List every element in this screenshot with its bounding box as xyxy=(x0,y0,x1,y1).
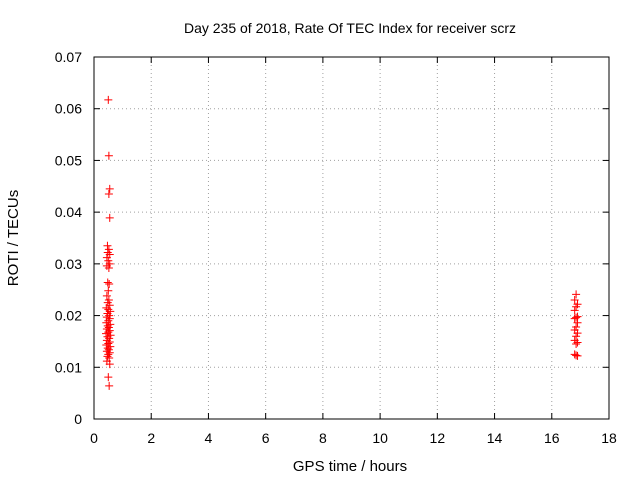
data-point xyxy=(573,338,582,347)
data-point xyxy=(104,350,113,359)
data-point xyxy=(102,303,111,312)
data-point xyxy=(104,286,113,295)
data-point xyxy=(104,305,113,314)
data-point xyxy=(572,313,581,322)
y-tick-label: 0.04 xyxy=(55,204,82,220)
axis-ticks xyxy=(93,56,610,420)
data-point xyxy=(105,184,114,193)
data-point xyxy=(570,306,579,315)
data-point xyxy=(573,318,582,327)
data-point xyxy=(104,373,113,382)
x-tick-label: 0 xyxy=(90,430,98,446)
data-point xyxy=(572,351,581,360)
data-point xyxy=(103,352,112,361)
data-point xyxy=(104,190,113,199)
data-point xyxy=(103,278,112,287)
data-point xyxy=(572,340,581,349)
data-point xyxy=(104,263,113,272)
data-point xyxy=(570,314,579,323)
data-point xyxy=(104,95,113,104)
y-tick-label: 0.06 xyxy=(55,101,82,117)
grid-lines xyxy=(94,57,609,419)
x-axis-label: GPS time / hours xyxy=(293,458,407,475)
x-tick-label: 10 xyxy=(372,430,388,446)
y-axis-label: ROTI / TECUs xyxy=(5,190,22,286)
data-point xyxy=(105,213,114,222)
y-tick-label: 0.01 xyxy=(55,359,82,375)
y-tick-label: 0.03 xyxy=(55,256,82,272)
data-point xyxy=(105,280,114,289)
data-point xyxy=(573,351,582,360)
plot-frame xyxy=(93,56,610,420)
x-tick-label: 8 xyxy=(319,430,327,446)
data-point xyxy=(105,314,114,323)
data-point xyxy=(103,332,112,341)
x-tick-labels: 0 2 4 6 8 10 12 14 16 18 xyxy=(90,430,617,446)
data-point xyxy=(103,248,112,257)
y-tick-label: 0.05 xyxy=(55,152,82,168)
x-tick-label: 2 xyxy=(147,430,155,446)
x-tick-label: 12 xyxy=(430,430,446,446)
x-tick-label: 18 xyxy=(601,430,617,446)
data-points xyxy=(102,95,582,390)
x-tick-label: 4 xyxy=(205,430,213,446)
data-point xyxy=(104,151,113,160)
data-point xyxy=(572,332,581,341)
chart-title: Day 235 of 2018, Rate Of TEC Index for r… xyxy=(184,20,516,36)
data-point xyxy=(105,381,114,390)
x-tick-label: 16 xyxy=(544,430,560,446)
data-point xyxy=(102,261,111,270)
y-tick-label: 0.07 xyxy=(55,49,82,65)
x-tick-label: 6 xyxy=(262,430,270,446)
x-tick-label: 14 xyxy=(487,430,503,446)
data-point xyxy=(105,360,114,369)
y-tick-label: 0.02 xyxy=(55,308,82,324)
data-point xyxy=(570,296,579,305)
data-point xyxy=(572,302,581,311)
y-tick-label: 0 xyxy=(74,411,82,427)
data-point xyxy=(572,290,581,299)
data-point xyxy=(104,316,113,325)
data-point xyxy=(102,291,111,300)
data-point xyxy=(103,241,112,250)
data-point xyxy=(103,309,112,318)
y-tick-labels: 0 0.01 0.02 0.03 0.04 0.05 0.06 0.07 xyxy=(55,49,82,427)
